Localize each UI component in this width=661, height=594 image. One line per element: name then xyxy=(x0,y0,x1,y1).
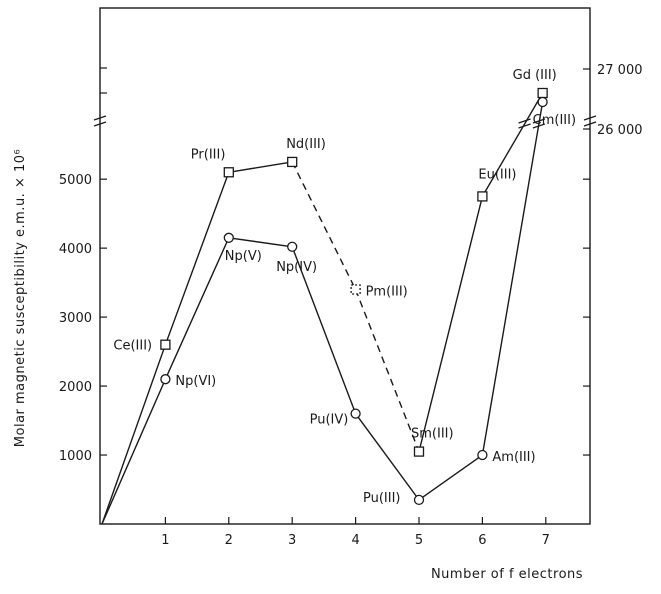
y-axis-label: Molar magnetic susceptibility e.m.u. × 1… xyxy=(13,149,28,447)
point-label: Pu(III) xyxy=(363,491,401,506)
x-tick-label: 6 xyxy=(478,533,486,548)
axis-break-mark xyxy=(583,121,597,127)
series-2-segment xyxy=(228,237,293,248)
square-marker xyxy=(477,191,488,202)
line-break-mark xyxy=(518,123,531,129)
point-label: Ce(III) xyxy=(113,339,152,354)
line-break-mark xyxy=(518,118,531,124)
x-tick-label: 2 xyxy=(225,533,233,548)
x-tick-label: 5 xyxy=(415,533,423,548)
x-tick-label: 1 xyxy=(161,533,169,548)
point-label: Cm(III) xyxy=(533,113,576,128)
line-break-mark xyxy=(532,123,546,129)
point-label: Np(IV) xyxy=(276,260,317,275)
plot-frame xyxy=(99,7,591,525)
square-marker xyxy=(287,156,298,168)
x-tick-label: 4 xyxy=(351,533,359,548)
series-2-segment xyxy=(355,413,420,501)
x-tick-label: 3 xyxy=(288,533,296,548)
y-tick-label: 1000 xyxy=(59,449,92,464)
point-label: Pu(IV) xyxy=(310,413,349,428)
series-1-segment xyxy=(228,161,293,173)
axes xyxy=(93,7,597,525)
circle-marker xyxy=(477,449,488,461)
circle-marker xyxy=(287,241,298,252)
point-label: Nd(III) xyxy=(286,137,326,152)
square-marker xyxy=(537,87,548,99)
y-tick-label: 5000 xyxy=(59,173,92,188)
x-tick-label: 7 xyxy=(542,533,550,548)
series-1-segment xyxy=(164,172,230,345)
series-1-segment xyxy=(481,92,544,197)
point-label: Gd (III) xyxy=(513,68,557,83)
point-label: Eu(III) xyxy=(478,167,516,182)
right-y-ticks: 26 000 27 000 xyxy=(583,63,643,456)
point-label: Am(III) xyxy=(492,450,535,465)
series-markers xyxy=(160,87,548,506)
series-1-segment xyxy=(101,344,167,525)
series-2-segment xyxy=(481,101,544,456)
y-tick-label: 4000 xyxy=(59,242,92,257)
axis-break-mark xyxy=(93,121,107,127)
right-y-tick-label: 27 000 xyxy=(597,63,643,78)
axis-break-mark xyxy=(93,115,107,121)
series-1-segment xyxy=(418,196,484,452)
square-marker xyxy=(413,446,425,457)
circle-marker xyxy=(350,408,361,419)
series-lines xyxy=(101,92,546,525)
circle-marker xyxy=(537,96,548,108)
circle-marker xyxy=(160,374,171,385)
line-break-mark xyxy=(532,118,546,124)
series-2-segment xyxy=(101,378,167,525)
point-label: Np(V) xyxy=(225,249,262,264)
x-axis-label: Number of f electrons xyxy=(431,567,583,582)
point-label: Pm(III) xyxy=(366,285,408,300)
y-tick-label: 2000 xyxy=(59,380,92,395)
point-label: Pr(III) xyxy=(191,147,226,162)
x-ticks: 1 2 3 4 5 6 7 xyxy=(161,517,550,548)
square-marker xyxy=(350,284,361,295)
point-label: Np(VI) xyxy=(175,374,216,389)
series-2-segment xyxy=(291,246,357,414)
axis-break-mark xyxy=(583,115,597,121)
point-labels: Ce(III) Pr(III) Nd(III) Pm(III) Sm(III) Eu(II… xyxy=(113,68,576,506)
series-2-segment xyxy=(164,237,230,380)
right-y-tick-label: 26 000 xyxy=(597,123,643,138)
circle-marker xyxy=(413,494,425,506)
circle-marker xyxy=(223,232,234,243)
point-label: Sm(III) xyxy=(411,427,454,442)
y-ticks: 1000 2000 3000 4000 5000 xyxy=(59,67,107,464)
series-2-segment xyxy=(418,454,483,501)
square-marker xyxy=(160,339,171,350)
series-1-segment xyxy=(354,289,420,452)
square-marker xyxy=(223,167,234,178)
y-tick-label: 3000 xyxy=(59,311,92,326)
